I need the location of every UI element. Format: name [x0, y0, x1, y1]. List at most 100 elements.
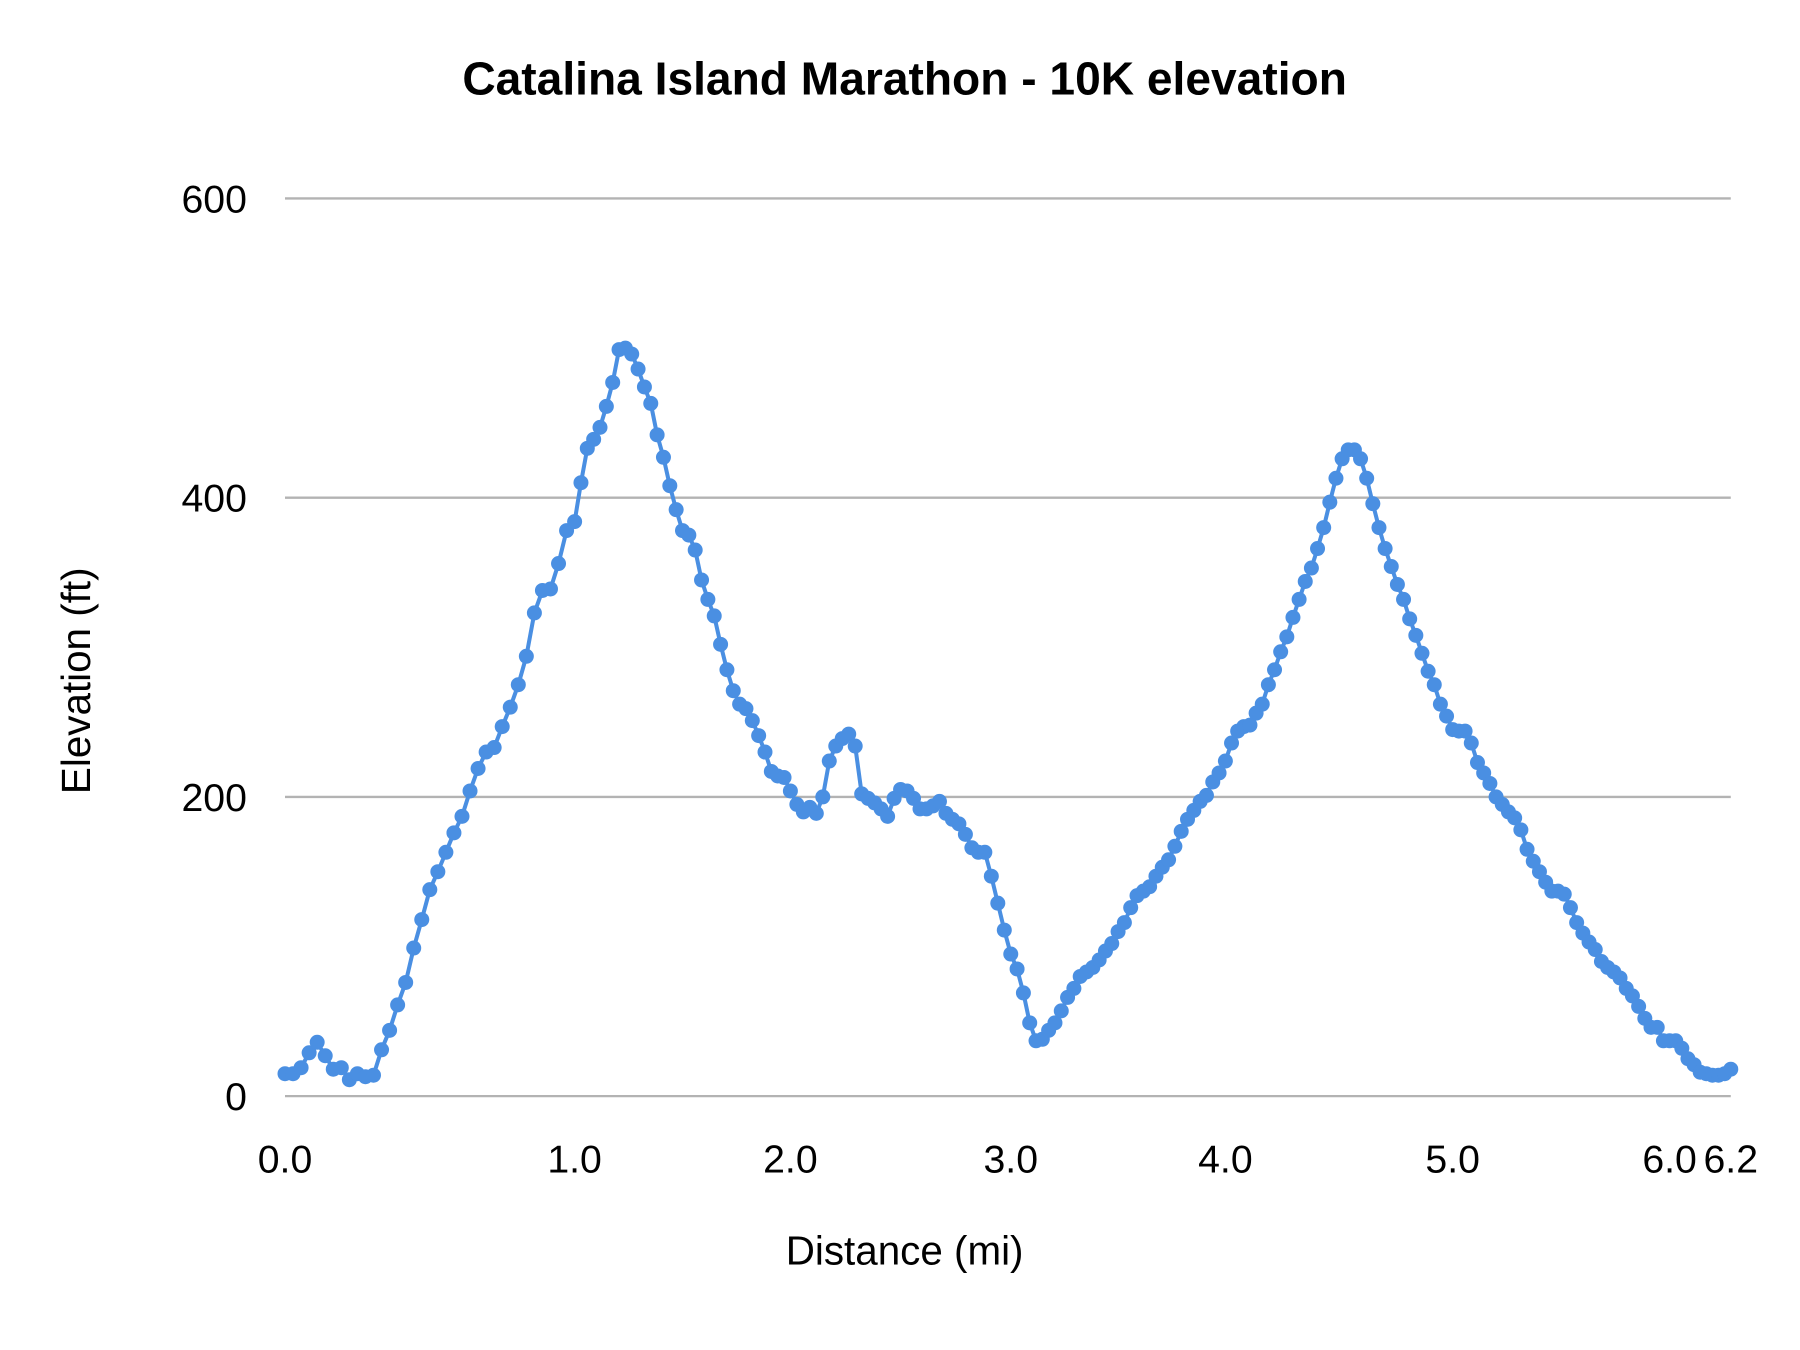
data-point	[1003, 946, 1019, 962]
data-point	[706, 608, 722, 624]
data-point	[636, 379, 652, 395]
data-point	[1519, 841, 1535, 857]
data-point	[438, 844, 454, 860]
data-point	[624, 346, 640, 362]
data-point	[1457, 723, 1473, 739]
data-point	[776, 769, 792, 785]
data-point	[374, 1042, 390, 1058]
data-point	[1167, 838, 1183, 854]
data-point	[1402, 611, 1418, 627]
data-point	[983, 868, 999, 884]
data-point	[782, 783, 798, 799]
data-point	[486, 740, 502, 756]
data-point	[694, 572, 710, 588]
data-point	[406, 940, 422, 956]
data-point	[333, 1060, 349, 1076]
y-tick-label: 400	[181, 477, 246, 521]
data-point	[1359, 470, 1375, 486]
data-point	[1285, 609, 1301, 625]
data-point	[1371, 520, 1387, 536]
x-tick-label: 4.0	[1198, 1137, 1253, 1181]
data-point	[725, 683, 741, 699]
data-point	[1463, 735, 1479, 751]
data-point	[1723, 1061, 1739, 1077]
data-point	[551, 556, 567, 572]
data-point	[1211, 765, 1227, 781]
series-line	[285, 346, 1732, 1082]
data-point	[1297, 573, 1313, 589]
data-point	[1303, 560, 1319, 576]
data-point	[502, 699, 518, 715]
data-point	[567, 514, 583, 530]
data-point	[1254, 696, 1270, 712]
y-tick-label: 200	[181, 776, 246, 820]
y-tick-labels: 0 200 400 600	[181, 177, 246, 1119]
data-point	[1291, 591, 1307, 607]
data-point	[1015, 985, 1031, 1001]
data-point	[1562, 900, 1578, 916]
data-point	[1322, 494, 1338, 510]
data-point	[301, 1045, 317, 1061]
data-point	[649, 427, 665, 443]
data-point	[1022, 1015, 1038, 1031]
data-point	[454, 808, 470, 824]
data-point	[542, 581, 558, 597]
data-point	[1420, 663, 1436, 679]
data-point	[681, 527, 697, 543]
x-tick-label: 1.0	[547, 1137, 602, 1181]
data-point	[1260, 677, 1276, 693]
x-tick-label: 2.0	[763, 1137, 818, 1181]
data-point	[365, 1067, 381, 1083]
x-tick-label: 3.0	[984, 1137, 1039, 1181]
data-point	[751, 728, 767, 744]
data-point	[1377, 541, 1393, 557]
y-axis-title: Elevation (ft)	[53, 567, 99, 794]
data-point	[1383, 559, 1399, 575]
data-point	[510, 677, 526, 693]
data-point	[1279, 629, 1295, 645]
data-point	[1047, 1015, 1063, 1031]
data-point	[1482, 775, 1498, 791]
data-point	[687, 542, 703, 558]
data-point	[573, 475, 589, 491]
data-point	[586, 431, 602, 447]
data-point	[847, 738, 863, 754]
data-point	[293, 1060, 309, 1076]
data-point	[1242, 717, 1258, 733]
data-point	[446, 825, 462, 841]
data-point	[1224, 735, 1240, 751]
data-point	[1426, 677, 1442, 693]
data-point	[1439, 708, 1455, 724]
data-point	[1365, 496, 1381, 512]
data-point	[1123, 900, 1139, 916]
data-point	[880, 808, 896, 824]
data-point	[1513, 822, 1529, 838]
data-point	[1273, 644, 1289, 660]
data-point	[518, 648, 534, 664]
data-point	[808, 805, 824, 821]
y-tick-label: 0	[225, 1075, 247, 1119]
data-point	[757, 744, 773, 760]
x-tick-label: 6.0	[1642, 1137, 1697, 1181]
data-point	[841, 726, 857, 742]
data-point	[1408, 627, 1424, 643]
data-point	[605, 374, 621, 390]
data-point	[462, 783, 478, 799]
data-point	[977, 844, 993, 860]
data-point	[470, 760, 486, 776]
data-point	[398, 974, 414, 990]
data-point	[957, 826, 973, 842]
data-point	[309, 1034, 325, 1050]
x-axis-title: Distance (mi)	[786, 1228, 1024, 1274]
data-point	[430, 864, 446, 880]
x-tick-label: 6.2	[1704, 1137, 1759, 1181]
data-point	[1173, 823, 1189, 839]
data-point	[1053, 1003, 1069, 1019]
data-point	[630, 361, 646, 377]
data-point	[668, 502, 684, 518]
data-point	[996, 922, 1012, 938]
data-point	[815, 789, 831, 805]
data-point	[1310, 541, 1326, 557]
data-point	[990, 895, 1006, 911]
data-point	[655, 449, 671, 465]
